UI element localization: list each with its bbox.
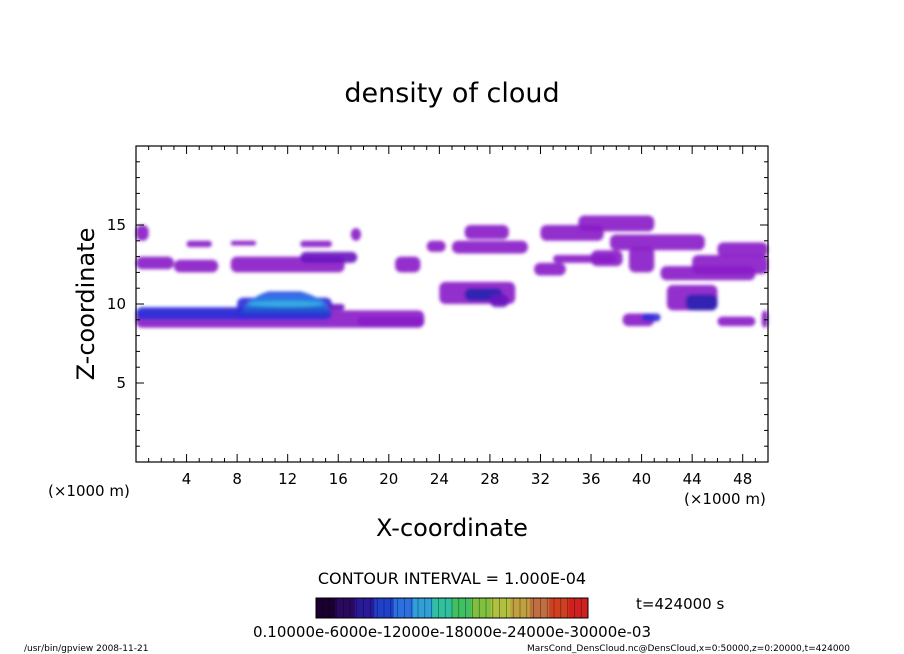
cloud-region [717,316,756,327]
colorbar-swatch [335,598,356,618]
x-tick-label: 32 [531,470,550,488]
cloud-region [357,316,425,327]
x-tick-label: 44 [683,470,702,488]
colorbar [315,597,589,619]
cloud-region [395,256,421,273]
x-tick-label: 16 [329,470,348,488]
cloud-region [300,240,332,248]
colorbar-swatch [471,598,492,618]
footer-right: MarsCond_DensCloud.nc@DensCloud,x=0:5000… [527,644,850,654]
cloud-region [426,240,446,252]
colorbar-tick-labels: 0.10000e-6000e-12000e-18000e-24000e-3000… [253,623,651,641]
cloud-density-field [136,215,768,328]
cloud-region [534,262,566,276]
colorbar-swatch [432,598,453,618]
cloud-region [452,240,528,254]
x-tick-label: 4 [182,470,192,488]
x-unit-label-right: (×1000 m) [684,490,766,508]
colorbar-swatch [316,598,336,618]
colorbar-frame [315,597,589,619]
cloud-region [230,240,257,246]
cloud-region [717,242,768,257]
colorbar-swatch [529,598,550,618]
chart-title: density of cloud [344,78,559,109]
cloud-region [136,256,174,270]
cloud-region [136,225,149,241]
cloud-region [761,310,768,328]
colorbar-swatch [568,598,589,618]
y-tick-label: 15 [107,216,126,234]
cloud-region [578,215,655,232]
x-tick-label: 40 [632,470,651,488]
cloud-region [325,304,345,311]
cloud-region [186,240,212,248]
y-tick-label: 5 [116,374,126,392]
cloud-region [350,228,361,241]
colorbar-swatch [549,598,570,618]
cloud-region [300,251,358,263]
x-tick-label: 28 [480,470,499,488]
colorbar-swatch [413,598,434,618]
cloud-region [489,294,509,308]
cloud-region [591,250,623,267]
x-tick-label: 12 [278,470,297,488]
cloud-region [610,234,705,251]
x-tick-label: 20 [379,470,398,488]
cloud-region [628,247,655,273]
colorbar-swatch [393,598,414,618]
cloud-region [685,294,718,311]
x-tick-label: 48 [733,470,752,488]
x-tick-label: 36 [581,470,600,488]
colorbar-swatch [452,598,472,618]
colorbar-swatch [490,598,511,618]
cloud-region [641,313,661,322]
cloud-region [464,225,509,240]
x-tick-label: 8 [232,470,242,488]
colorbar-swatch [354,598,375,618]
cloud-region [692,255,768,274]
cloud-region [173,259,219,273]
cloud-core-highlight [247,301,324,307]
time-label: t=424000 s [636,595,724,613]
y-tick-label: 10 [107,295,126,313]
contour-interval-label: CONTOUR INTERVAL = 1.000E-04 [318,569,586,588]
x-axis-label: X-coordinate [376,514,528,542]
footer-left: /usr/bin/gpview 2008-11-21 [24,644,148,654]
y-axis-label: Z-coordinate [72,228,100,381]
x-unit-label-left: (×1000 m) [48,482,130,500]
x-tick-label: 24 [430,470,449,488]
